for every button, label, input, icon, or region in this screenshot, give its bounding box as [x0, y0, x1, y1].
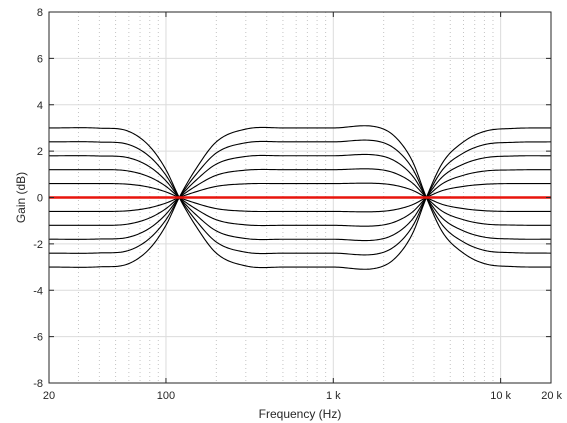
eq-response-curve-5: [49, 183, 551, 213]
eq-response-curve-9: [48, 139, 552, 254]
curve-group: [48, 125, 552, 270]
x-tick-label: 100: [157, 390, 175, 402]
x-axis-label: Frequency (Hz): [259, 407, 342, 421]
x-tick-label: 20 k: [541, 390, 562, 402]
eq-response-curve-7: [49, 168, 551, 226]
y-tick-label: 4: [37, 100, 43, 112]
eq-response-curve-1: [49, 127, 552, 270]
eq-response-curve-10: [49, 125, 552, 268]
y-tick-label: 6: [37, 53, 43, 65]
x-tick-label: 1 k: [326, 390, 341, 402]
eq-response-curve-2: [48, 141, 552, 256]
y-tick-label: -6: [33, 332, 43, 344]
y-tick-label: 2: [37, 146, 43, 158]
x-tick-label: 20: [43, 390, 55, 402]
y-tick-label: -8: [33, 378, 43, 390]
eq-response-curve-6: [49, 182, 551, 212]
tick-labels: 20 100 1 k 10 k 20 k -8 -6 -4 -2 0 2 4 6 8: [33, 7, 562, 402]
eq-response-curve-3: [48, 155, 552, 242]
eq-response-curve-4: [49, 169, 552, 227]
y-tick-label: 0: [37, 193, 43, 205]
eq-response-curve-8: [48, 153, 552, 240]
y-tick-label: -4: [33, 285, 43, 297]
y-axis-label: Gain (dB): [14, 172, 28, 223]
y-tick-label: -2: [33, 239, 43, 251]
y-tick-label: 8: [37, 7, 43, 19]
x-tick-label: 10 k: [490, 390, 511, 402]
axis-ticks: [48, 11, 552, 384]
